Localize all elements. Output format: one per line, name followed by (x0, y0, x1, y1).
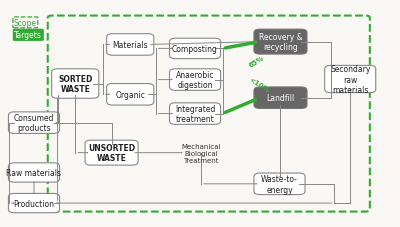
FancyBboxPatch shape (52, 69, 99, 99)
FancyBboxPatch shape (8, 163, 60, 182)
Text: Consumed
products: Consumed products (14, 114, 54, 133)
Text: Organic: Organic (115, 90, 145, 99)
FancyBboxPatch shape (170, 39, 220, 59)
Text: Anaerobic
digestion: Anaerobic digestion (176, 71, 214, 90)
Text: Raw materials: Raw materials (6, 168, 62, 177)
Text: Landfill: Landfill (266, 94, 295, 103)
Text: Scope: Scope (14, 19, 37, 28)
FancyBboxPatch shape (254, 173, 305, 195)
FancyBboxPatch shape (254, 30, 307, 55)
Text: 65%: 65% (248, 54, 265, 68)
Text: Targets: Targets (14, 31, 42, 40)
FancyBboxPatch shape (170, 69, 220, 91)
Text: UNSORTED
WASTE: UNSORTED WASTE (88, 143, 135, 163)
Text: Production: Production (14, 199, 54, 208)
FancyBboxPatch shape (8, 112, 60, 134)
Text: Integrated
treatment: Integrated treatment (175, 104, 215, 124)
FancyBboxPatch shape (107, 84, 154, 106)
Text: <10%: <10% (247, 76, 270, 93)
FancyBboxPatch shape (107, 35, 154, 56)
Text: Composting: Composting (172, 45, 218, 54)
FancyBboxPatch shape (170, 103, 220, 125)
Text: Secondary
raw
materials: Secondary raw materials (330, 65, 370, 94)
Text: Mechanical
Biological
Treatment: Mechanical Biological Treatment (181, 143, 221, 163)
FancyBboxPatch shape (85, 141, 138, 165)
FancyBboxPatch shape (8, 194, 60, 213)
Text: SORTED
WASTE: SORTED WASTE (58, 74, 92, 94)
Text: Recovery &
recycling: Recovery & recycling (259, 33, 302, 52)
FancyBboxPatch shape (325, 66, 376, 93)
Text: Materials: Materials (112, 41, 148, 50)
FancyBboxPatch shape (254, 88, 307, 109)
Text: Waste-to-
energy: Waste-to- energy (261, 174, 298, 194)
